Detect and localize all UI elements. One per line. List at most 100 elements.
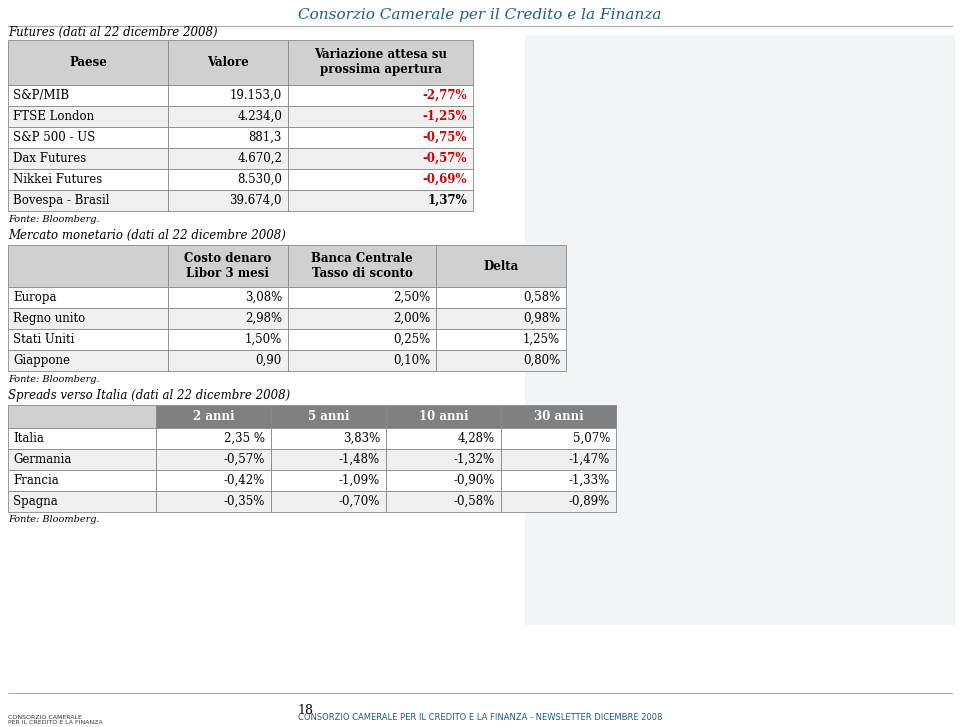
Text: Consorzio Camerale per il Credito e la Finanza: Consorzio Camerale per il Credito e la F… [299,8,661,22]
Bar [501,405,616,428]
Bar [288,85,473,106]
Bar [156,405,271,428]
Bar [436,329,566,350]
Bar [501,491,616,512]
Text: S&P 500 - US: S&P 500 - US [13,131,95,144]
Bar [168,350,288,371]
Text: 0,80%: 0,80% [523,354,560,367]
Bar [8,127,168,148]
Bar [271,449,386,470]
Text: 1,50%: 1,50% [245,333,282,346]
Bar [8,106,168,127]
Bar [436,308,566,329]
Text: 10 anni: 10 anni [419,410,468,423]
Text: Europa: Europa [13,291,57,304]
Text: -0,35%: -0,35% [224,495,265,508]
Text: -0,70%: -0,70% [339,495,380,508]
Bar [288,127,473,148]
Bar [288,287,436,308]
Text: Fonte: Bloomberg.: Fonte: Bloomberg. [8,374,100,384]
Text: 2,35 %: 2,35 % [224,432,265,445]
Text: Fonte: Bloomberg.: Fonte: Bloomberg. [8,515,100,524]
Bar [288,106,473,127]
Text: -0,57%: -0,57% [422,152,467,165]
Text: CONSORZIO CAMERALE PER IL CREDITO E LA FINANZA - NEWSLETTER DICEMBRE 2008: CONSORZIO CAMERALE PER IL CREDITO E LA F… [298,713,662,723]
Bar [288,308,436,329]
Bar [168,245,288,287]
Bar [501,470,616,491]
Text: 4.670,2: 4.670,2 [237,152,282,165]
Bar [386,491,501,512]
Bar [8,287,168,308]
Text: 0,25%: 0,25% [393,333,430,346]
Bar [8,491,156,512]
Text: -0,89%: -0,89% [568,495,610,508]
Text: 4,28%: 4,28% [458,432,495,445]
Text: Paese: Paese [69,56,107,69]
Text: -0,90%: -0,90% [454,474,495,487]
Text: 3,83%: 3,83% [343,432,380,445]
Bar [525,35,955,625]
Text: Futures (dati al 22 dicembre 2008): Futures (dati al 22 dicembre 2008) [8,25,218,39]
Bar [288,190,473,211]
Text: 881,3: 881,3 [249,131,282,144]
Text: Germania: Germania [13,453,71,466]
Text: S&P/MIB: S&P/MIB [13,89,69,102]
Bar [168,308,288,329]
Bar [8,470,156,491]
Bar [168,190,288,211]
Text: Variazione attesa su
prossima apertura: Variazione attesa su prossima apertura [314,49,447,76]
Bar [288,245,436,287]
Bar [271,405,386,428]
Bar [8,169,168,190]
Text: FTSE London: FTSE London [13,110,94,123]
Text: 2,50%: 2,50% [393,291,430,304]
Text: -0,42%: -0,42% [224,474,265,487]
Bar [288,148,473,169]
Bar [168,287,288,308]
Text: -1,33%: -1,33% [568,474,610,487]
Bar [436,350,566,371]
Bar [156,491,271,512]
Text: Valore: Valore [207,56,249,69]
Bar [436,287,566,308]
Bar [8,308,168,329]
Bar [8,428,156,449]
Bar [168,329,288,350]
Text: 8.530,0: 8.530,0 [237,173,282,186]
Text: -1,25%: -1,25% [422,110,467,123]
Text: -1,47%: -1,47% [568,453,610,466]
Text: Banca Centrale
Tasso di sconto: Banca Centrale Tasso di sconto [311,252,413,280]
Bar [386,470,501,491]
Bar [8,350,168,371]
Bar [271,428,386,449]
Text: Dax Futures: Dax Futures [13,152,86,165]
Bar [168,127,288,148]
Text: 0,10%: 0,10% [393,354,430,367]
Bar [501,428,616,449]
Bar [288,40,473,85]
Text: -0,69%: -0,69% [422,173,467,186]
Text: Giappone: Giappone [13,354,70,367]
Text: Nikkei Futures: Nikkei Futures [13,173,103,186]
Bar [8,148,168,169]
Text: -1,48%: -1,48% [339,453,380,466]
Text: Spagna: Spagna [13,495,58,508]
Bar [156,470,271,491]
Bar [8,190,168,211]
Text: 0,58%: 0,58% [523,291,560,304]
Text: 39.674,0: 39.674,0 [229,194,282,207]
Text: Bovespa - Brasil: Bovespa - Brasil [13,194,109,207]
Text: 5 anni: 5 anni [308,410,349,423]
Bar [168,106,288,127]
Text: 1,25%: 1,25% [523,333,560,346]
Bar [8,329,168,350]
Bar [386,449,501,470]
Text: 3,08%: 3,08% [245,291,282,304]
Bar [271,491,386,512]
Bar [8,40,168,85]
Bar [8,245,168,287]
Text: Stati Uniti: Stati Uniti [13,333,74,346]
Text: Delta: Delta [484,260,518,273]
Text: -0,57%: -0,57% [224,453,265,466]
